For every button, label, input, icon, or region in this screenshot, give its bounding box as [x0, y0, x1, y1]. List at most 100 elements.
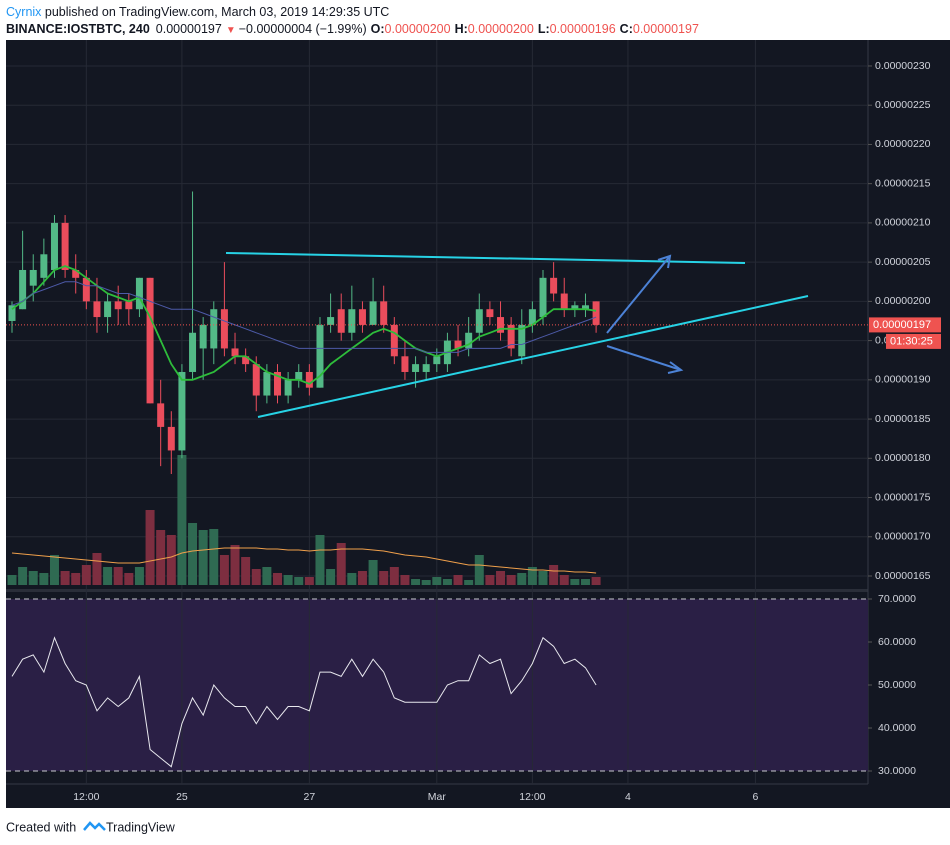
volume-bar	[230, 545, 240, 585]
x-tick-label: 4	[625, 791, 631, 803]
support-line	[257, 295, 809, 418]
drawings	[225, 252, 809, 418]
candle-body	[337, 309, 345, 333]
candle-body	[390, 324, 398, 357]
volume-bar	[453, 575, 463, 585]
volume-bar	[241, 557, 251, 585]
candle-body	[146, 277, 154, 404]
candle-body	[528, 309, 536, 325]
volume-bar	[442, 579, 452, 585]
arrow: ▼	[226, 25, 236, 36]
h-value: 0.00000200	[468, 22, 534, 36]
y-tick-label: 0.00000170	[875, 531, 931, 543]
rsi-tick-label: 30.0000	[878, 765, 916, 777]
volume-bar	[496, 571, 506, 585]
candle-body	[316, 324, 324, 388]
l-label: L:	[538, 22, 550, 36]
x-tick-label: 12:00	[519, 791, 545, 803]
volume-bar	[294, 577, 304, 585]
volume-bar	[103, 567, 113, 585]
candle-body	[82, 277, 90, 302]
symbol: BINANCE:IOSTBTC, 240	[6, 22, 150, 36]
volume-bar	[559, 575, 569, 585]
o-label: O:	[371, 22, 385, 36]
candle-body	[167, 426, 175, 451]
footer-created: Created with	[6, 820, 76, 834]
rsi-tick-label: 40.0000	[878, 722, 916, 734]
brand-logo	[83, 821, 106, 831]
volume-bar	[347, 573, 357, 585]
volume-bar	[389, 567, 399, 585]
candle-body	[242, 356, 250, 365]
volume-bar	[549, 565, 559, 585]
candle-body	[114, 301, 122, 310]
volume-bar	[262, 567, 272, 585]
volume-bar	[368, 560, 378, 585]
candle-body	[581, 305, 589, 310]
candle-body	[422, 364, 430, 372]
candle-body	[220, 309, 228, 349]
candle-body	[550, 277, 558, 294]
rsi-line	[11, 636, 597, 768]
last-price-label: 0.00000197	[873, 319, 931, 331]
candle-body	[231, 348, 239, 357]
volume-bar	[421, 580, 431, 585]
volume-bar	[400, 575, 410, 585]
y-tick-label: 0.00000180	[875, 452, 931, 464]
volume-bar	[209, 529, 219, 585]
c-label: C:	[620, 22, 633, 36]
candle-body	[433, 356, 441, 365]
candle-body	[369, 301, 377, 325]
volume-bar	[315, 535, 325, 585]
volume-bar	[304, 577, 314, 585]
volume-bar	[485, 575, 495, 585]
volume-bar	[379, 571, 389, 585]
candle-body	[210, 309, 218, 349]
volume-bar	[156, 530, 166, 585]
author[interactable]: Cyrnix	[6, 5, 42, 19]
volume-bar	[177, 455, 187, 585]
volume-bar	[357, 571, 367, 585]
candle-body	[475, 309, 483, 333]
x-tick-label: 12:00	[73, 791, 99, 803]
candle-body	[72, 269, 80, 278]
volume-bar	[81, 565, 91, 585]
candle-body	[412, 364, 420, 372]
y-tick-label: 0.00000230	[875, 60, 931, 72]
candle-body	[93, 301, 101, 318]
l-value: 0.00000196	[550, 22, 616, 36]
rsi-tick-label: 60.0000	[878, 636, 916, 648]
volume-bar	[7, 575, 17, 585]
countdown-box	[886, 333, 941, 349]
rsi-tick-label: 50.0000	[878, 679, 916, 691]
symbol-line: BINANCE:IOSTBTC, 240 0.00000197 ▼ −0.000000…	[6, 22, 699, 36]
y-tick-label: 0.00000165	[875, 570, 931, 582]
y-tick-label: 0.00000205	[875, 256, 931, 268]
candle-body	[252, 364, 260, 396]
volume-bar	[273, 573, 282, 585]
volume-ma	[11, 547, 597, 574]
c-value: 0.00000197	[633, 22, 699, 36]
countdown-label: 01:30:25	[890, 335, 933, 347]
plot: 12:00 25 27 Mar 12:00 4 6 0.00000165 0.00000170 0…	[6, 40, 941, 803]
moving-average	[11, 281, 597, 353]
volume-bar	[113, 567, 123, 585]
candle-body	[8, 305, 16, 321]
candle-body	[104, 301, 112, 318]
volume-bar	[18, 567, 28, 585]
candle-body	[305, 371, 313, 388]
candle-body	[560, 293, 568, 310]
footer-brand[interactable]: TradingView	[106, 820, 176, 834]
volume-bar	[49, 555, 59, 585]
arrow-down-head	[667, 361, 684, 374]
volume-bar	[166, 535, 176, 585]
volume-bar	[251, 569, 261, 585]
candle-body	[401, 356, 409, 372]
candle-body	[29, 269, 37, 286]
y-tick-label: 0.00000190	[875, 374, 931, 386]
volume-bar	[219, 555, 229, 585]
volume-bar	[283, 575, 293, 585]
volume-bar	[527, 567, 537, 585]
volume-bar	[39, 573, 49, 585]
